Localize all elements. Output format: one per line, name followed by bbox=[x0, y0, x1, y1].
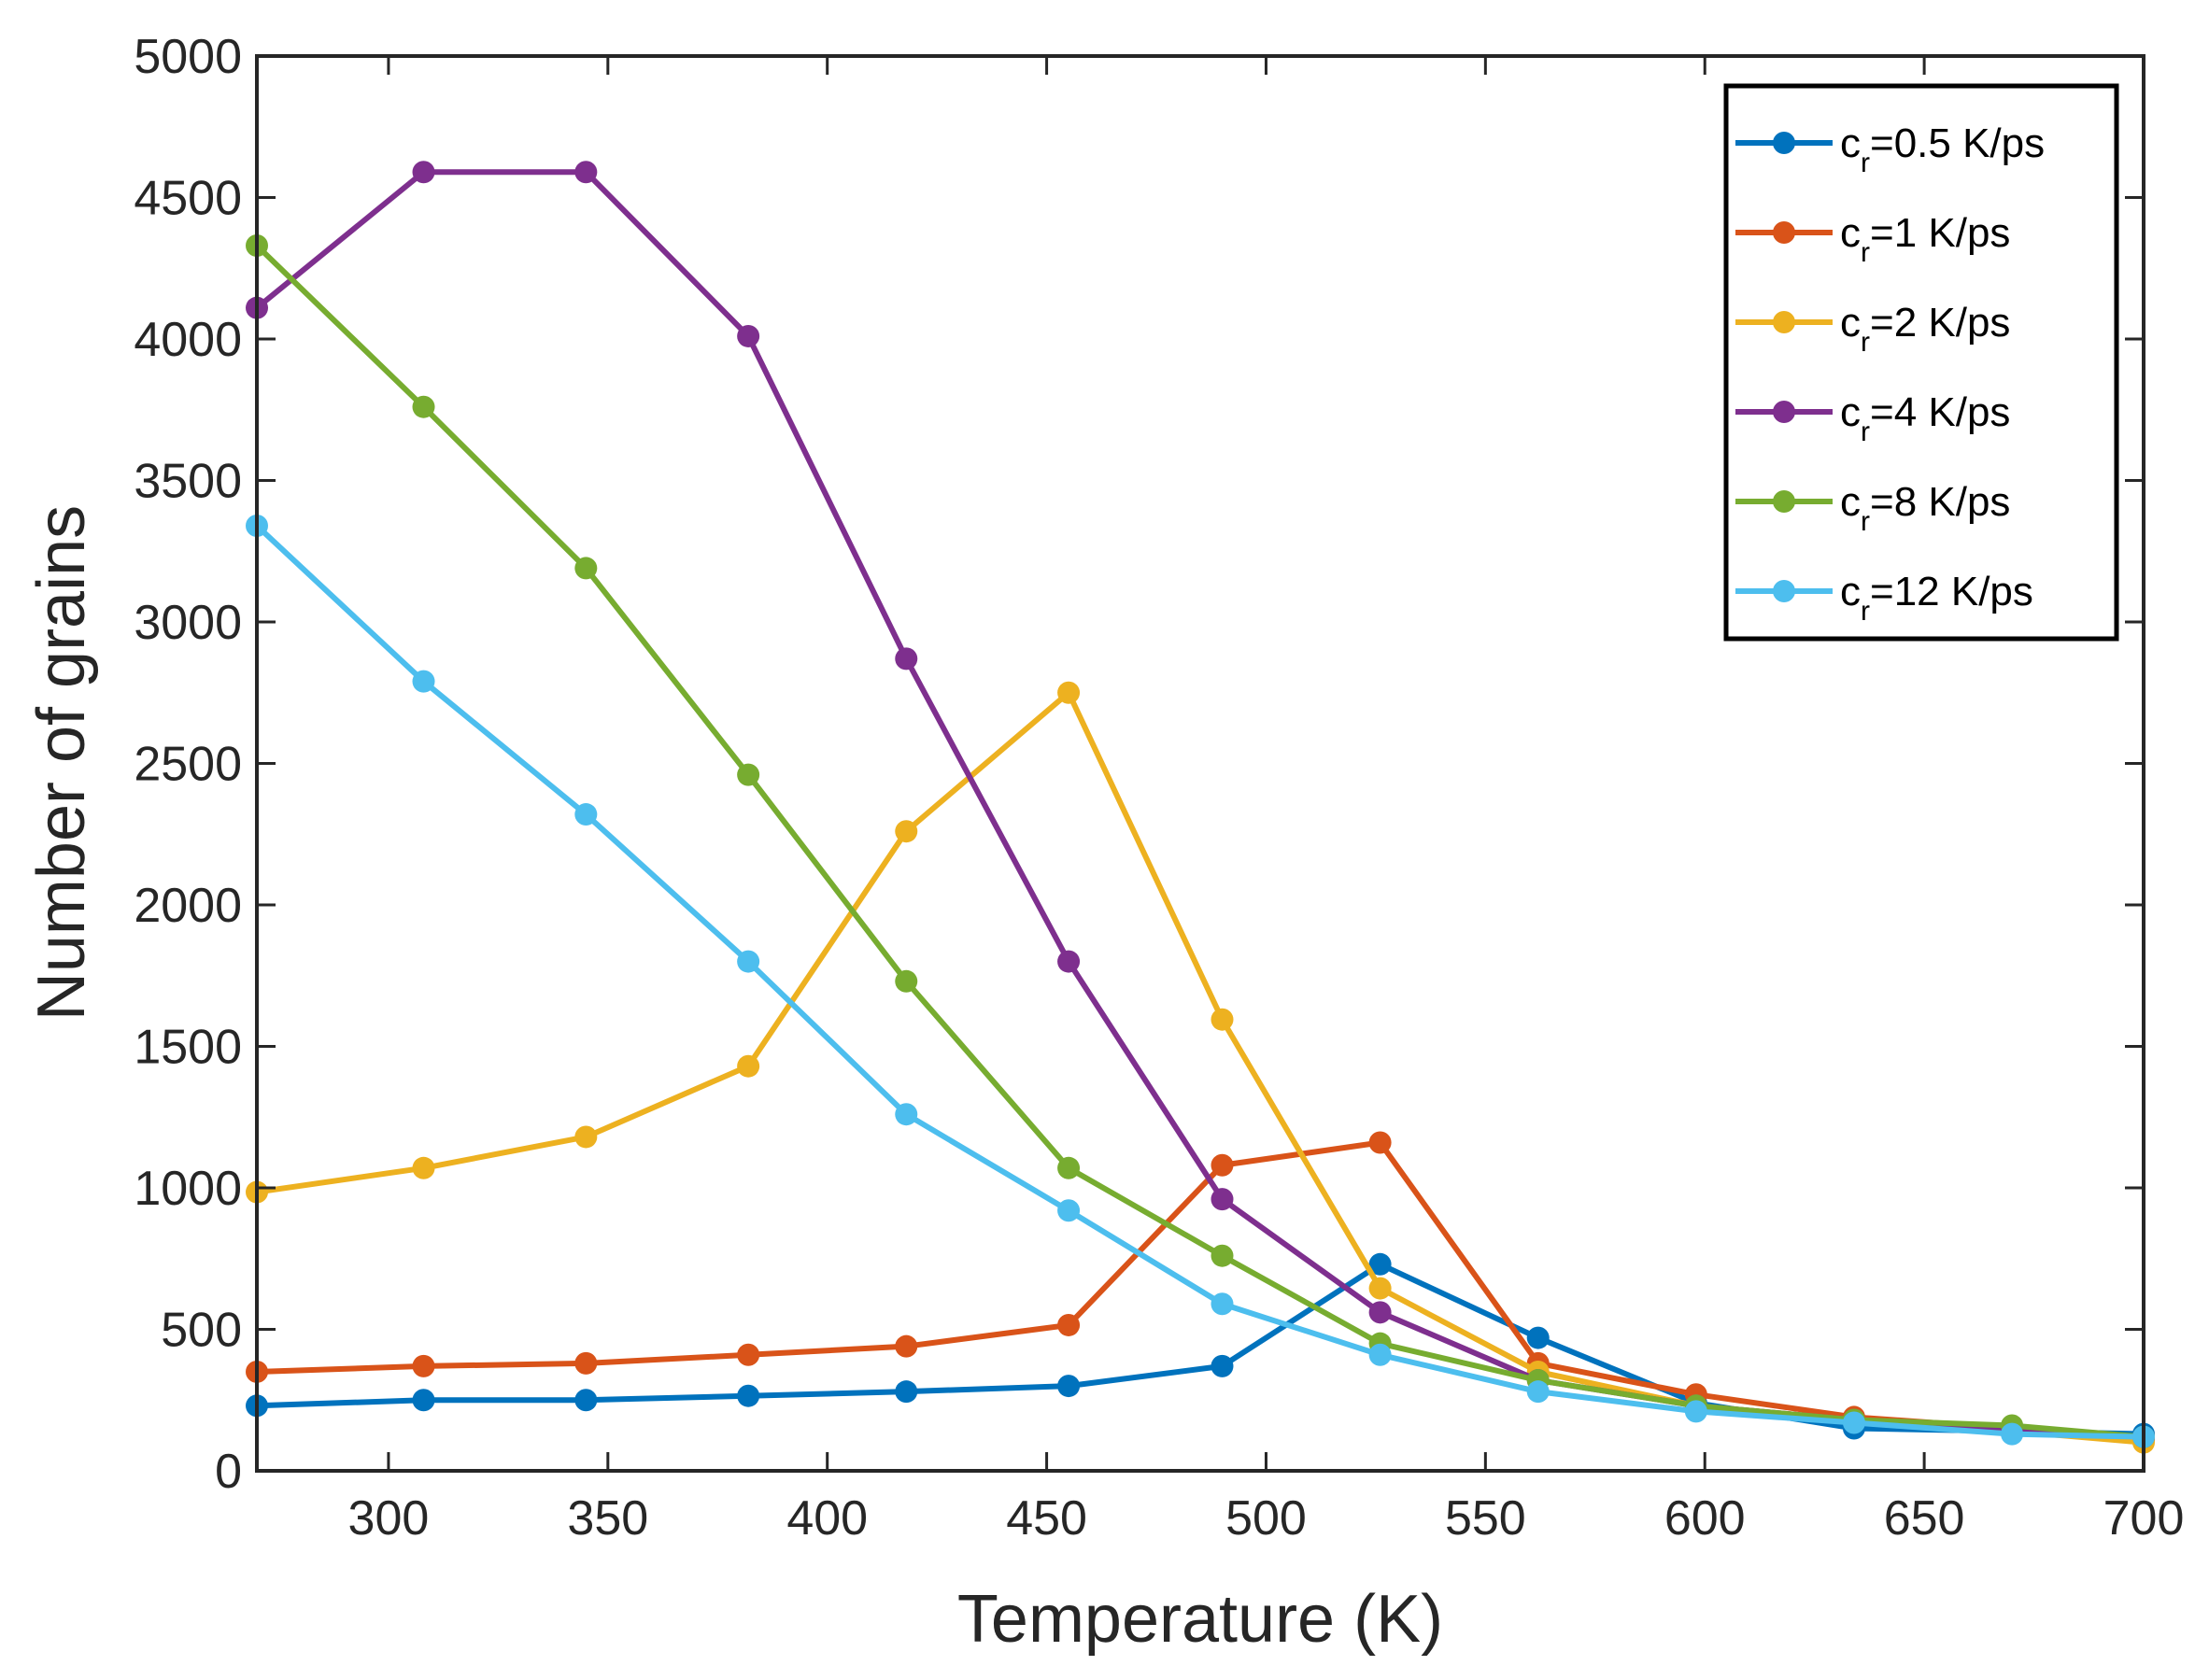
data-point bbox=[1057, 1199, 1081, 1222]
x-tick-label: 450 bbox=[1006, 1491, 1087, 1546]
data-point bbox=[412, 161, 435, 184]
y-axis-title: Number of grains bbox=[24, 505, 99, 1021]
data-point bbox=[737, 1054, 760, 1078]
data-point bbox=[1368, 1343, 1392, 1366]
data-point bbox=[412, 395, 435, 418]
data-point bbox=[1211, 1292, 1234, 1316]
legend-entry: cr=8 K/ps bbox=[1735, 479, 2010, 537]
data-point bbox=[2001, 1422, 2024, 1446]
data-point bbox=[1211, 1244, 1234, 1267]
data-point bbox=[574, 803, 598, 826]
legend-label: cr=2 K/ps bbox=[1840, 300, 2010, 358]
data-point bbox=[574, 161, 598, 184]
data-point bbox=[1057, 1156, 1081, 1179]
data-point bbox=[1211, 1188, 1234, 1211]
data-point bbox=[737, 324, 760, 347]
legend-marker bbox=[1773, 311, 1795, 333]
legend-marker bbox=[1773, 401, 1795, 423]
data-point bbox=[1684, 1400, 1707, 1423]
legend-label: cr=1 K/ps bbox=[1840, 210, 2010, 268]
data-point bbox=[1211, 1008, 1234, 1031]
x-tick-label: 500 bbox=[1225, 1491, 1307, 1546]
data-point bbox=[1211, 1354, 1234, 1377]
x-tick-label: 350 bbox=[567, 1491, 648, 1546]
legend-entry: cr=2 K/ps bbox=[1735, 300, 2010, 358]
data-point bbox=[574, 1351, 598, 1375]
data-point bbox=[412, 1389, 435, 1412]
y-tick-label: 2500 bbox=[134, 738, 242, 792]
data-point bbox=[1057, 681, 1081, 704]
legend-marker bbox=[1773, 580, 1795, 602]
y-tick-label: 1500 bbox=[134, 1021, 242, 1075]
x-axis-title: Temperature (K) bbox=[957, 1582, 1443, 1657]
legend-entry: cr=12 K/ps bbox=[1735, 569, 2033, 627]
data-point bbox=[737, 763, 760, 786]
x-tick-label: 550 bbox=[1445, 1491, 1526, 1546]
series-5 bbox=[246, 514, 2155, 1448]
data-point bbox=[1057, 950, 1081, 973]
data-point bbox=[1057, 1313, 1081, 1336]
legend: cr=0.5 K/ps cr=1 K/ps cr=2 K/ps cr=4 K/ps cr… bbox=[1723, 83, 2119, 642]
legend-box bbox=[1723, 83, 2119, 642]
data-point bbox=[412, 1156, 435, 1179]
data-point bbox=[1057, 1375, 1081, 1398]
data-point bbox=[574, 1389, 598, 1412]
y-tick-label: 0 bbox=[215, 1445, 242, 1499]
data-point bbox=[895, 647, 918, 671]
y-tick-label: 4500 bbox=[134, 172, 242, 226]
data-point bbox=[895, 1334, 918, 1358]
legend-marker bbox=[1773, 221, 1795, 244]
y-tick-label: 1000 bbox=[134, 1162, 242, 1216]
legend-marker bbox=[1773, 490, 1795, 513]
data-point bbox=[895, 1103, 918, 1126]
data-point bbox=[412, 670, 435, 693]
x-tick-label: 650 bbox=[1884, 1491, 1965, 1546]
y-tick-label: 4000 bbox=[134, 313, 242, 367]
data-point bbox=[1526, 1380, 1550, 1404]
data-point bbox=[1526, 1326, 1550, 1349]
legend-label: cr=0.5 K/ps bbox=[1840, 120, 2045, 178]
data-point bbox=[1368, 1277, 1392, 1300]
x-tick-label: 600 bbox=[1664, 1491, 1746, 1546]
data-point bbox=[1211, 1153, 1234, 1177]
legend-entry: cr=1 K/ps bbox=[1735, 210, 2010, 268]
x-tick-label: 700 bbox=[2103, 1491, 2185, 1546]
data-point bbox=[574, 1125, 598, 1149]
data-point bbox=[737, 950, 760, 973]
data-point bbox=[1368, 1301, 1392, 1324]
x-tick-label: 400 bbox=[786, 1491, 868, 1546]
data-point bbox=[895, 1380, 918, 1404]
x-tick-label: 300 bbox=[348, 1491, 430, 1546]
series-layer bbox=[246, 161, 2155, 1454]
y-tick-label: 5000 bbox=[134, 30, 242, 84]
legend-label: cr=4 K/ps bbox=[1840, 389, 2010, 447]
data-point bbox=[574, 557, 598, 580]
data-point bbox=[1842, 1411, 1865, 1434]
data-point bbox=[895, 820, 918, 843]
y-tick-label: 2000 bbox=[134, 879, 242, 933]
legend-marker bbox=[1773, 132, 1795, 154]
legend-label: cr=8 K/ps bbox=[1840, 479, 2010, 537]
y-tick-label: 3000 bbox=[134, 596, 242, 650]
data-point bbox=[1368, 1252, 1392, 1276]
data-point bbox=[1368, 1131, 1392, 1154]
y-tick-label: 500 bbox=[161, 1304, 242, 1358]
data-point bbox=[737, 1343, 760, 1366]
data-point bbox=[895, 969, 918, 993]
y-tick-label: 3500 bbox=[134, 455, 242, 509]
data-point bbox=[412, 1354, 435, 1377]
legend-entry: cr=4 K/ps bbox=[1735, 389, 2010, 447]
legend-entry: cr=0.5 K/ps bbox=[1735, 120, 2045, 178]
data-point bbox=[737, 1384, 760, 1407]
ticks-layer: 300 350 400 450 500 550 600 650 700 0 500 1000 1500 2… bbox=[134, 30, 2184, 1546]
legend-label: cr=12 K/ps bbox=[1840, 569, 2033, 627]
